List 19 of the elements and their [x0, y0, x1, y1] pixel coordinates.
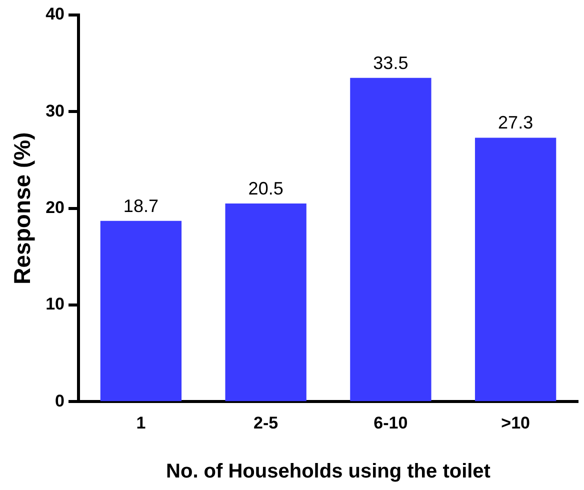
bar: [100, 220, 182, 402]
y-tick-label: 30: [46, 101, 65, 120]
y-tick-label: 0: [55, 391, 65, 410]
y-axis-title: Response (%): [9, 132, 36, 284]
data-label: 27.3: [498, 112, 534, 133]
y-tick-label: 20: [46, 198, 65, 217]
x-axis-title: No. of Households using the toilet: [166, 460, 491, 483]
data-label: 18.7: [123, 196, 158, 216]
x-tick-label: >10: [501, 413, 530, 432]
x-tick-label: 1: [136, 413, 146, 432]
x-tick-label: 2-5: [254, 413, 278, 432]
bar: [225, 203, 306, 402]
y-tick-label: 10: [46, 294, 65, 314]
data-label: 20.5: [248, 178, 284, 198]
bar: [350, 78, 432, 402]
data-label: 33.5: [373, 52, 408, 73]
y-tick-label: 40: [46, 4, 65, 24]
x-tick-label: 6-10: [374, 413, 408, 432]
bar: [474, 138, 556, 402]
